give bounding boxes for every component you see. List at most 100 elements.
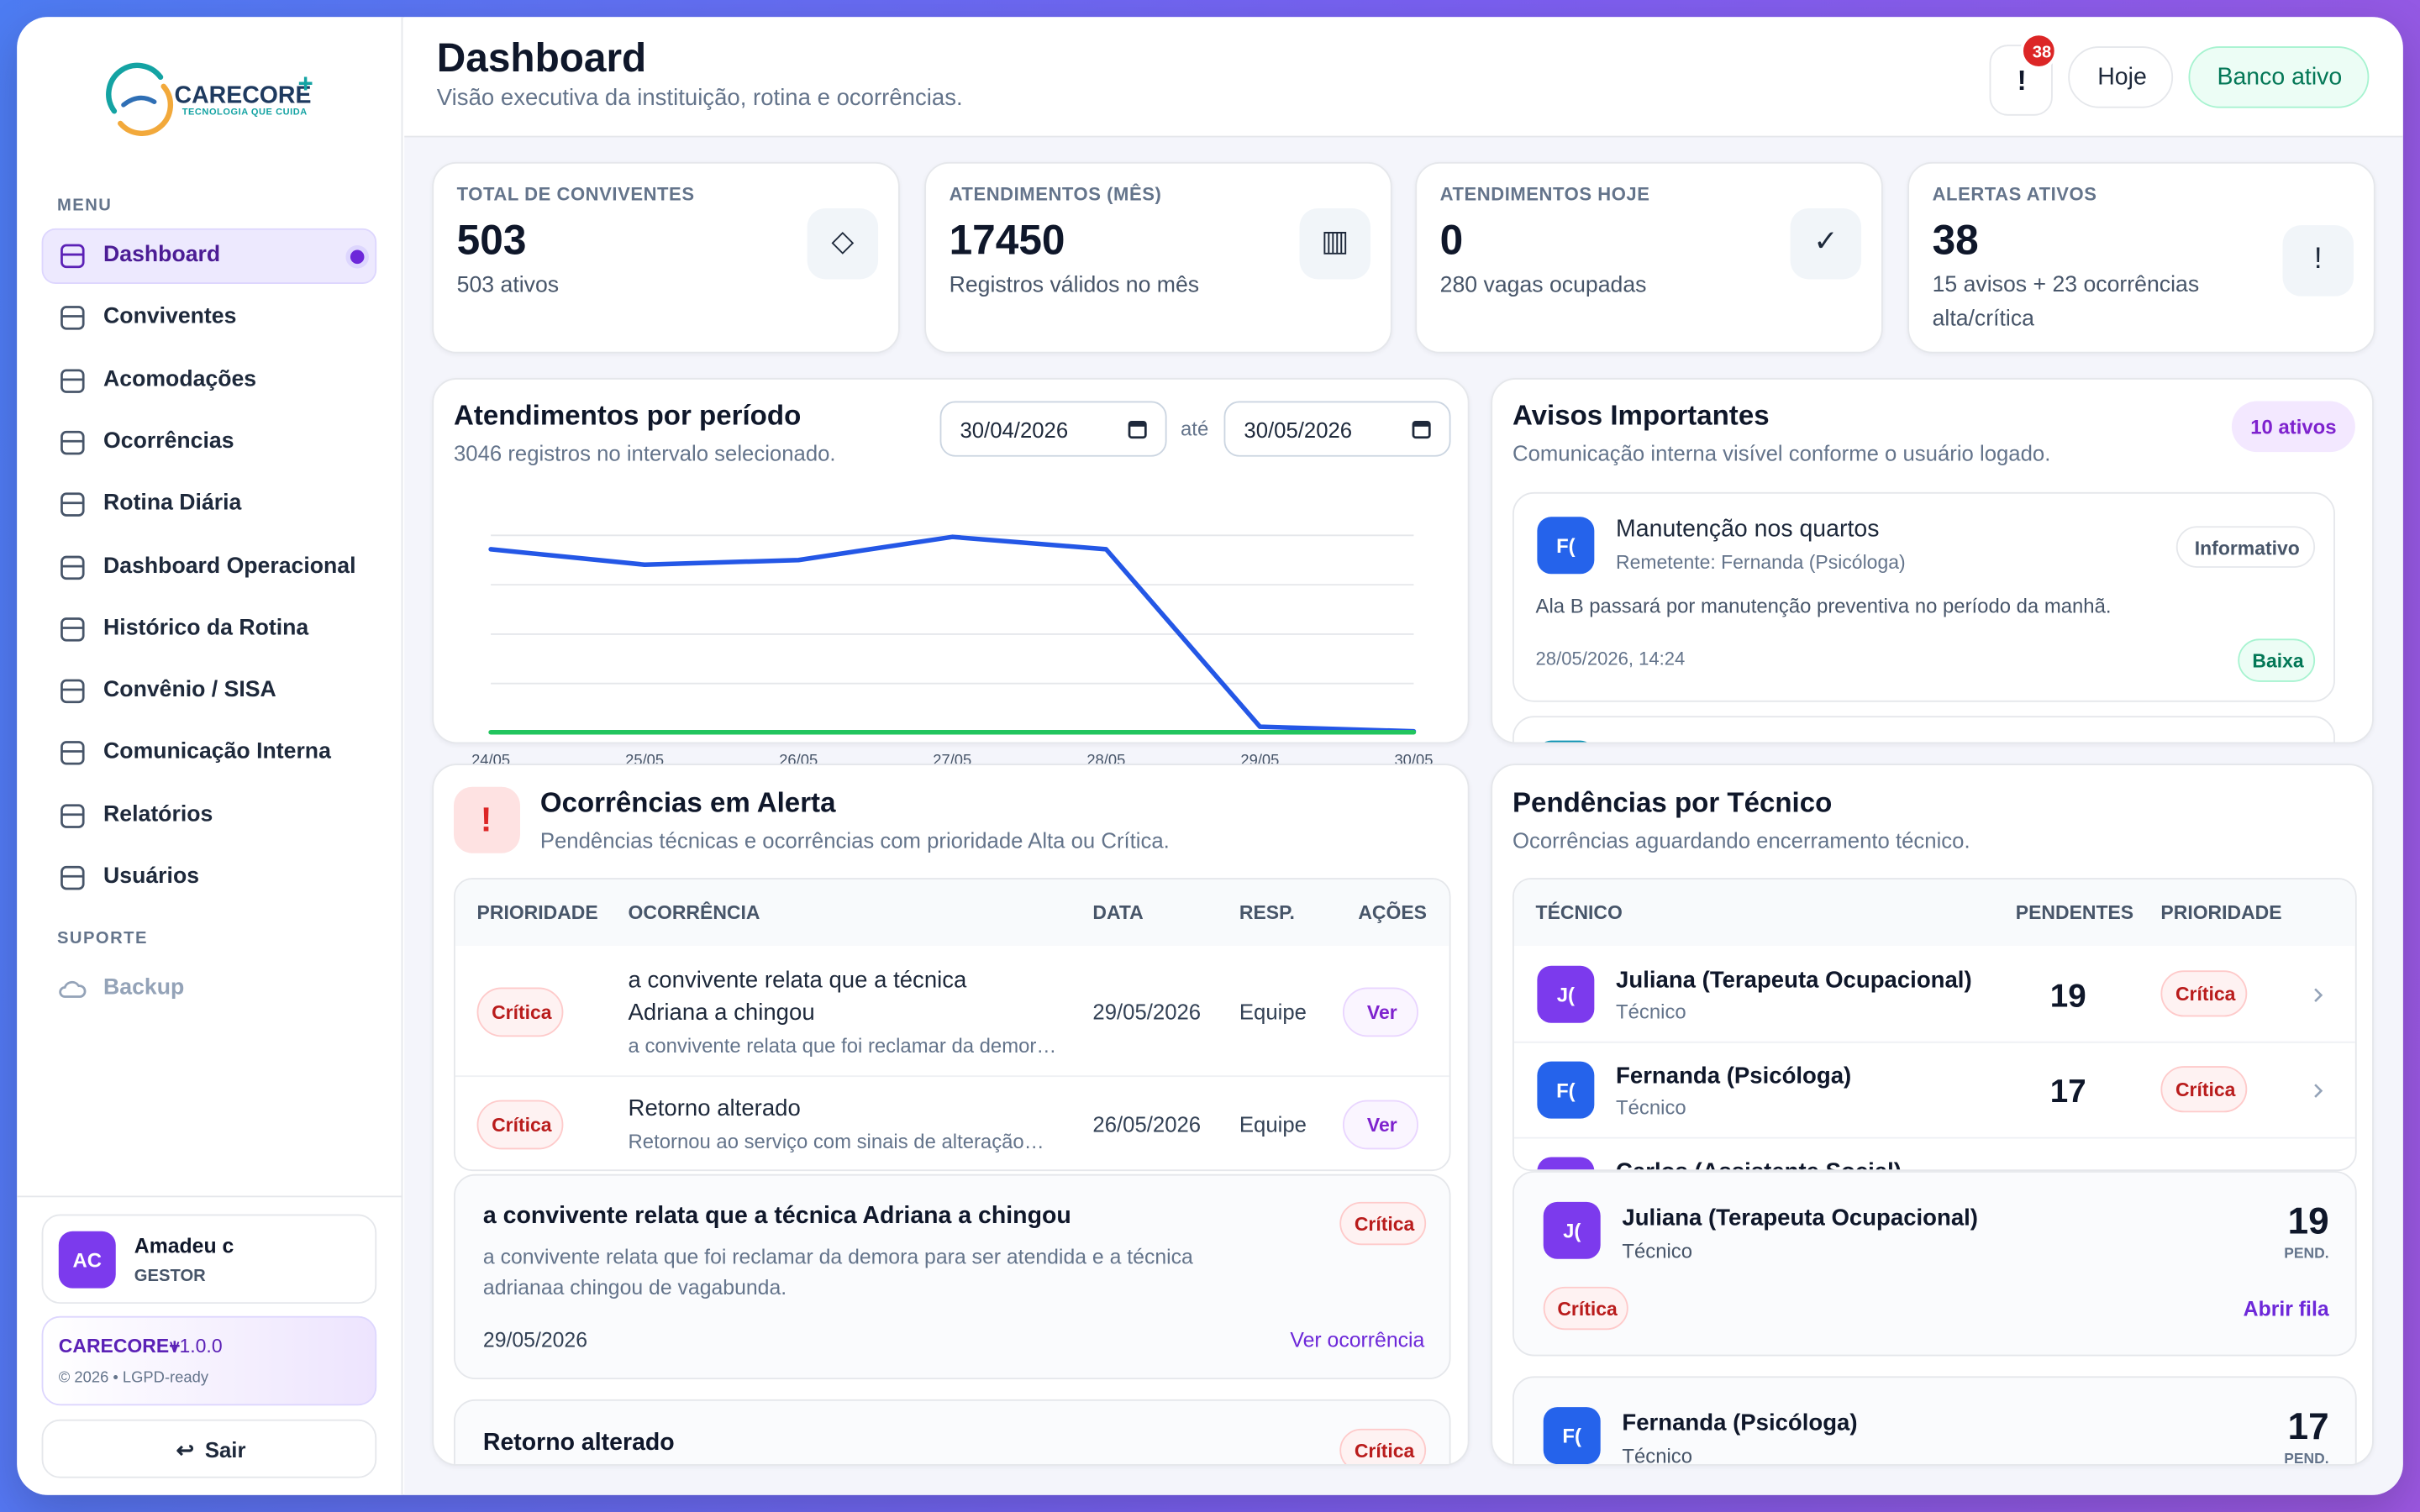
alert-card-title: Retorno alterado [482, 1430, 675, 1457]
view-button[interactable]: Ver [1342, 987, 1418, 1037]
view-button-text[interactable]: Ver [1366, 1001, 1397, 1024]
notice-date: 28/05/2026, 14:24 [1535, 648, 1686, 669]
chevron-icon [2314, 1084, 2323, 1098]
date-value[interactable]: 30/05/2026 [1244, 417, 1353, 443]
menu-item[interactable]: Dashboard Operacional [103, 554, 356, 579]
table-header-bg [1513, 879, 2355, 946]
menu-icon-shape [60, 492, 85, 517]
stat-label: ATENDIMENTOS (MÊS) [949, 183, 1162, 205]
date-separator: até [1181, 417, 1209, 440]
tech-count: 19 [2287, 1201, 2329, 1243]
brand: CARECORE [174, 82, 312, 109]
db-status-label[interactable]: Banco ativo [2217, 64, 2343, 91]
priority-pill-text: Crítica [1557, 1298, 1618, 1320]
menu-item[interactable]: Dashboard [103, 242, 221, 268]
menu-item[interactable]: Usuários [103, 864, 200, 890]
menu-icon-shape [60, 554, 85, 580]
alert-card-title: a convivente relata que a técnica Adrian… [482, 1203, 1071, 1230]
priority-pill: Crítica [1339, 1201, 1427, 1246]
table-header: PRIORIDADE [476, 901, 598, 924]
today-label[interactable]: Hoje [2097, 64, 2147, 91]
db-status[interactable]: Banco ativo [2188, 46, 2370, 108]
page-subtitle: Visão executiva da instituição, rotina e… [436, 85, 963, 112]
menu-icon [60, 430, 85, 455]
menu-icon-shape [60, 430, 85, 455]
logout-button[interactable]: ↩ Sair [41, 1419, 377, 1478]
active-dot [350, 249, 365, 265]
stat-icon: ✓ [1813, 226, 1839, 259]
logout-label[interactable]: Sair [204, 1437, 246, 1462]
stat-label: TOTAL DE CONVIVENTES [456, 183, 695, 205]
priority-pill-text: Crítica [1354, 1213, 1415, 1236]
tech-name[interactable]: Carlos (Assistente Social) [1616, 1158, 1902, 1169]
menu-item-active-bg [41, 228, 377, 284]
version-footer: © 2026 • LGPD-ready [58, 1370, 209, 1388]
line-chart: 24/05 25/05 26/05 27/05 28/05 29/05 30/05 [471, 534, 1433, 769]
logo-arc [118, 83, 174, 136]
stat-card: ALERTAS ATIVOS 38 15 avisos + 23 ocorrênci… [1907, 161, 2375, 354]
date-input[interactable]: 30/05/2026 [1223, 401, 1451, 457]
tech-role: Técnico [1616, 1000, 1686, 1024]
table-header: DATA [1092, 901, 1144, 924]
date-value[interactable]: 30/04/2026 [960, 417, 1069, 443]
chart-subtitle: 3046 registros no intervalo selecionado. [454, 440, 836, 465]
menu-icon [60, 368, 85, 393]
alert-card: a convivente relata que a técnica Adrian… [454, 1173, 1451, 1380]
calendar-icon [1128, 420, 1147, 439]
menu-item[interactable]: Conviventes [103, 304, 237, 330]
alert-desc: Retornou ao serviço com sinais de altera… [628, 1129, 1044, 1153]
today-button[interactable]: Hoje [2068, 46, 2174, 108]
menu-heading: MENU [56, 197, 113, 216]
notices-title: Avisos Importantes [1512, 400, 1770, 431]
tech-name: Juliana (Terapeuta Ocupacional) [1622, 1205, 1979, 1231]
menu-item[interactable]: Relatórios [103, 802, 213, 827]
stat-value: 17450 [949, 217, 1065, 264]
menu-item[interactable]: Comunicação Interna [103, 740, 331, 765]
open-queue-link[interactable]: Abrir fila [2243, 1297, 2329, 1321]
version-card: CARECORE+ v1.0.0 © 2026 • LGPD-ready [41, 1315, 377, 1406]
menu-item[interactable]: Ocorrências [103, 428, 234, 454]
tech-name[interactable]: Juliana (Terapeuta Ocupacional) [1616, 967, 1972, 994]
chart-title: Atendimentos por período [454, 400, 802, 431]
menu-item[interactable]: Rotina Diária [103, 491, 242, 517]
menu-icon-shape [60, 803, 85, 828]
logo-arc [106, 62, 164, 114]
alerts-title: Ocorrências em Alerta [539, 787, 836, 818]
tech-role: Técnico [1616, 1095, 1686, 1120]
stat-label: ATENDIMENTOS HOJE [1439, 183, 1650, 205]
alert-card-body: a convivente relata que foi reclamar da … [482, 1245, 1193, 1299]
table-header: TÉCNICO [1535, 901, 1623, 924]
table-header-bg [455, 879, 1449, 946]
stat-note: Registros válidos no mês [949, 273, 1200, 299]
chevron [2314, 988, 2323, 1002]
tech-role: Técnico [1622, 1444, 1693, 1466]
menu-item[interactable]: Histórico da Rotina [103, 616, 309, 641]
menu-item[interactable]: Convênio / SISA [103, 678, 276, 703]
alerts-table: PRIORIDADE OCORRÊNCIA DATA RESP. AÇÕES Crític… [454, 878, 1451, 1172]
menu-icon [60, 244, 85, 269]
alert-date: 26/05/2026 [1092, 1111, 1202, 1137]
alert-card-link[interactable]: Ver ocorrência [1290, 1328, 1425, 1352]
priority-pill: Crítica [476, 1100, 564, 1150]
user-role: GESTOR [134, 1267, 206, 1286]
alerts-card: ! Ocorrências em Alerta Pendências técnica… [432, 764, 1470, 1466]
menu-item[interactable]: Acomodações [103, 366, 257, 392]
tech-name[interactable]: Fernanda (Psicóloga) [1616, 1063, 1852, 1089]
date-input[interactable]: 30/04/2026 [939, 401, 1167, 457]
priority-pill-text: Crítica [2175, 1079, 2236, 1101]
alert-card: Retorno alterado Crítica [454, 1399, 1451, 1465]
priority-pill-text: Crítica [492, 1001, 552, 1024]
alert-title: a convivente relata que a técnica [628, 967, 967, 994]
menu-icon-shape [60, 244, 85, 269]
notice-item[interactable]: F(Manutenção nos quartos Remetente: Ferna… [1512, 491, 2335, 702]
priority-pill: Crítica [2160, 970, 2248, 1017]
stat-icon-box: ▥ [1299, 207, 1371, 280]
view-button-text[interactable]: Ver [1366, 1115, 1397, 1137]
stat-icon: ◇ [831, 226, 855, 259]
view-button[interactable]: Ver [1342, 1100, 1418, 1150]
menu-item[interactable]: Backup [103, 975, 185, 1000]
calendar-shape [1129, 422, 1146, 427]
brand-plus: + [297, 69, 313, 99]
pending-subtitle: Ocorrências aguardando encerramento técn… [1512, 827, 1970, 853]
menu-icon [60, 617, 85, 642]
